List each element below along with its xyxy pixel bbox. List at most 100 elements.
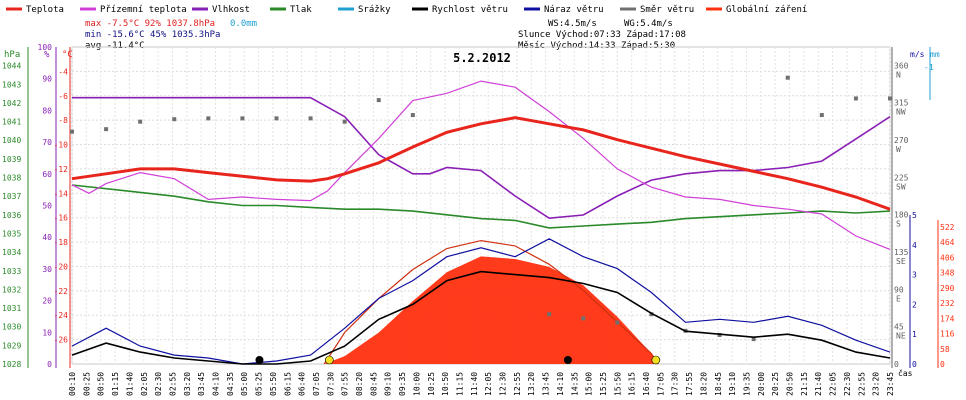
dir-tick-letter: SW	[896, 182, 906, 191]
x-tick: 15:25	[599, 372, 608, 396]
wind-direction-point	[581, 316, 586, 321]
wind-direction-point	[547, 312, 552, 317]
x-tick: 22:30	[843, 372, 852, 396]
x-tick: 13:45	[542, 372, 551, 396]
x-tick: 02:55	[168, 372, 177, 396]
stat-min: min -15.6°C 45% 1035.3hPa	[85, 30, 220, 40]
legend: Teplota Přízemní teplota Vlhkost Tlak Srážky…	[6, 5, 807, 15]
mm-tick: -1	[924, 63, 934, 72]
x-tick: 18:45	[714, 372, 723, 396]
x-tick: 20:50	[786, 372, 795, 396]
pct-tick: 20	[42, 297, 52, 306]
pct-tick: 70	[42, 138, 52, 147]
temp-tick: -12	[54, 165, 69, 174]
x-tick: 03:20	[183, 372, 192, 396]
x-tick: 17:55	[685, 372, 694, 396]
dir-tick: 90	[894, 285, 904, 294]
legend-label: Vlhkost	[212, 5, 250, 15]
x-tick: 04:10	[212, 372, 221, 396]
moonset-marker	[255, 356, 264, 364]
x-tick: 02:30	[154, 372, 163, 396]
series-rychlost-vetru	[71, 270, 891, 365]
hpa-tick: 1044	[2, 62, 21, 71]
x-tick: 17:30	[671, 372, 680, 396]
x-tick: 16:15	[628, 372, 637, 396]
hpa-tick: 1038	[2, 174, 21, 183]
wind-direction-point	[206, 116, 211, 121]
stat-moon: Měsíc Východ:14:33 Západ:5:30	[518, 41, 675, 51]
dir-tick-letter: NW	[896, 108, 906, 117]
temp-tick: -24	[54, 311, 69, 320]
temp-tick: -14	[54, 189, 69, 198]
hpa-tick: 1042	[2, 99, 21, 108]
wind-direction-point	[819, 113, 824, 118]
dir-tick: 225	[894, 173, 909, 182]
x-tick: 07:30	[326, 372, 335, 396]
x-tick: 10:25	[427, 372, 436, 396]
wind-direction-point	[853, 96, 858, 101]
x-tick: 11:40	[470, 372, 479, 396]
wind-direction-point	[138, 119, 143, 124]
rad-tick: 464	[940, 238, 955, 247]
x-tick: 05:50	[269, 372, 278, 396]
temp-tick: -26	[54, 336, 69, 345]
x-tick: 07:55	[341, 372, 350, 396]
x-tick: 12:30	[499, 372, 508, 396]
x-tick: 10:00	[412, 372, 421, 396]
temp-tick: -16	[54, 214, 69, 223]
rad-tick: 232	[940, 299, 955, 308]
dir-tick-letter: W	[896, 145, 901, 154]
temp-tick: -22	[54, 287, 69, 296]
wind-direction-point	[342, 119, 347, 124]
dir-tick-letter: N	[896, 70, 901, 79]
pct-tick: 30	[42, 265, 52, 274]
chart-title: 5.2.2012	[453, 51, 511, 65]
x-tick: 02:05	[140, 372, 149, 396]
x-tick: 23:45	[886, 372, 895, 396]
x-tick: 12:05	[484, 372, 493, 396]
x-tick: 00:25	[82, 372, 91, 396]
stat-sun: Slunce Východ:07:33 Západ:17:08	[518, 30, 686, 40]
hpa-tick: 1037	[2, 192, 21, 201]
x-tick: 16:40	[642, 372, 651, 396]
wind-direction-point	[376, 98, 381, 103]
pct-tick: 90	[42, 75, 52, 84]
x-tick: 19:35	[742, 372, 751, 396]
rad-tick: 406	[940, 253, 955, 262]
hpa-tick: 1035	[2, 229, 21, 238]
x-tick: 00:10	[68, 372, 77, 396]
x-tick: 19:10	[728, 372, 737, 396]
x-tick: 11:15	[455, 372, 464, 396]
pct-tick: 60	[42, 170, 52, 179]
pct-tick: 0	[47, 360, 52, 369]
pct-tick: 50	[42, 202, 52, 211]
x-tick: 20:25	[771, 372, 780, 396]
hpa-tick: 1034	[2, 248, 21, 257]
rad-tick: 116	[940, 330, 955, 339]
series-prizemni-teplota	[71, 80, 891, 250]
x-tick: 23:20	[872, 372, 881, 396]
dir-tick: 315	[894, 99, 909, 108]
x-tick: 09:35	[398, 372, 407, 396]
x-tick: 18:20	[699, 372, 708, 396]
temp-tick: -10	[54, 141, 69, 150]
x-tick: 08:20	[355, 372, 364, 396]
ms-tick: 1	[912, 330, 917, 339]
x-tick: 14:10	[556, 372, 565, 396]
legend-label: Tlak	[290, 5, 312, 15]
x-tick: 03:45	[197, 372, 206, 396]
ms-tick: 0	[912, 360, 917, 369]
stat-wg: WG:5.4m/s	[624, 19, 673, 29]
pct-tick: 40	[42, 233, 52, 242]
legend-label: Přízemní teplota	[100, 5, 187, 15]
x-tick: 05:25	[255, 372, 264, 396]
temp-axis-label: °C	[62, 50, 73, 60]
wind-direction-point	[888, 96, 892, 101]
temp-tick: -4	[58, 67, 68, 76]
stat-avg: avg -11.4°C	[85, 41, 145, 51]
x-tick: 17:05	[656, 372, 665, 396]
temp-tick: -8	[58, 116, 68, 125]
legend-label: Náraz větru	[544, 5, 604, 15]
dir-tick-letter: NE	[896, 332, 906, 341]
